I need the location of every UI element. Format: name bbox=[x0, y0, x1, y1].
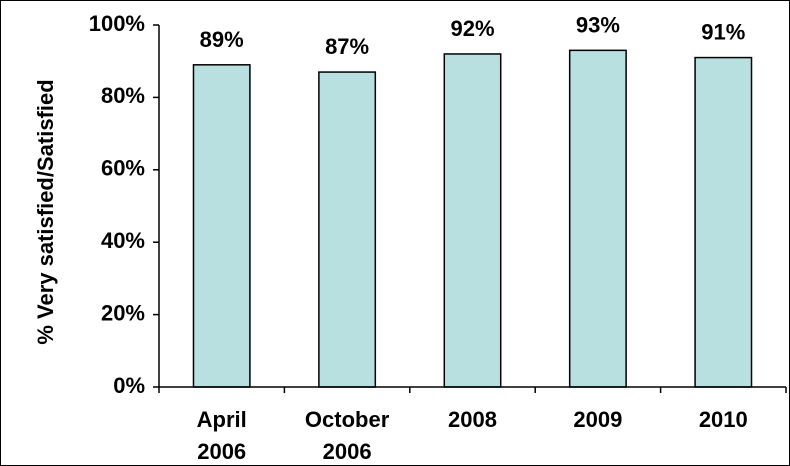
y-axis-title: % Very satisfied/Satisfied bbox=[33, 79, 58, 344]
category-labels-group: April 2006 October 2006 2008 2009 2010 bbox=[197, 407, 748, 464]
y-tick-label: 80% bbox=[101, 83, 145, 108]
bar-value-label: 89% bbox=[200, 27, 244, 52]
bar bbox=[568, 49, 627, 388]
x-axis-ticks bbox=[158, 387, 787, 393]
x-category-label: 2010 bbox=[699, 407, 748, 432]
bar-value-label: 87% bbox=[325, 34, 369, 59]
data-labels-group: 89% 87% 92% 93% 91% bbox=[200, 12, 746, 59]
y-tick-label: 20% bbox=[101, 300, 145, 325]
x-category-label: October 2006 bbox=[305, 407, 390, 464]
x-category-label: 2009 bbox=[573, 407, 622, 432]
y-tick-label: 40% bbox=[101, 228, 145, 253]
bar-value-label: 91% bbox=[701, 20, 745, 45]
bar bbox=[318, 71, 377, 388]
bar bbox=[443, 53, 502, 388]
bar bbox=[694, 56, 753, 388]
bar-value-label: 92% bbox=[450, 16, 494, 41]
x-category-label: 2008 bbox=[448, 407, 497, 432]
bar bbox=[192, 64, 251, 388]
y-tick-label: 0% bbox=[113, 373, 145, 398]
bars-group bbox=[192, 49, 753, 388]
y-tick-label: 100% bbox=[89, 11, 145, 36]
y-axis-ticks: 0% 20% 40% 60% 80% 100% bbox=[89, 11, 159, 398]
x-category-label: April 2006 bbox=[197, 407, 247, 464]
y-tick-label: 60% bbox=[101, 156, 145, 181]
bar-value-label: 93% bbox=[576, 12, 620, 37]
